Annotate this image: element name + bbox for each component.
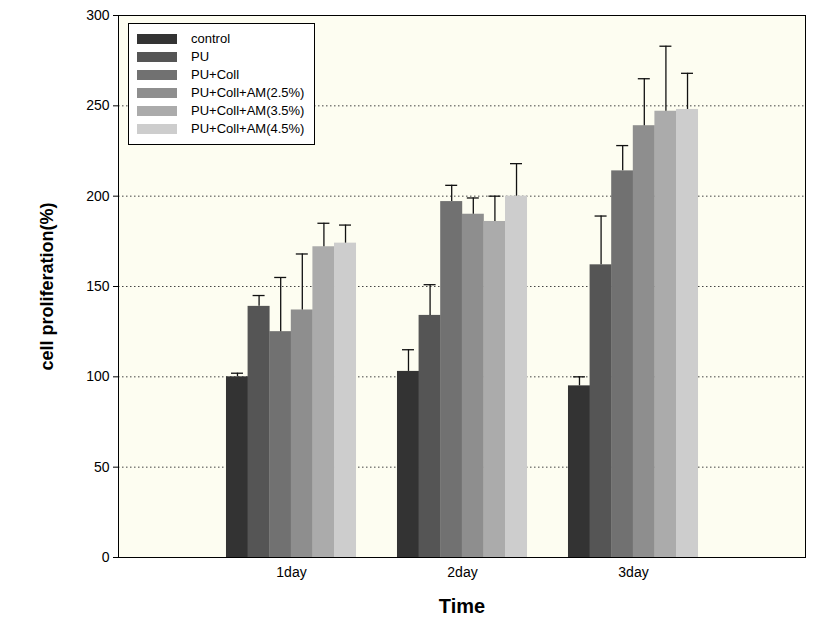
svg-text:cell proliferation(%): cell proliferation(%) <box>37 202 57 370</box>
svg-text:2day: 2day <box>447 564 477 580</box>
svg-text:200: 200 <box>86 188 110 204</box>
html-text:PU+Coll+AM(4.5%): PU+Coll+AM(4.5%) <box>191 121 305 136</box>
svg-text:1day: 1day <box>276 564 306 580</box>
svg-text:150: 150 <box>86 278 110 294</box>
html-text:PU+Coll+AM(2.5%): PU+Coll+AM(2.5%) <box>191 85 305 100</box>
svg-text:50: 50 <box>94 459 110 475</box>
svg-text:250: 250 <box>86 97 110 113</box>
html-text:PU+Coll: PU+Coll <box>191 67 239 82</box>
svg-text:0: 0 <box>102 549 110 565</box>
html-text:PU: PU <box>191 49 210 64</box>
svg-text:3day: 3day <box>618 564 648 580</box>
svg-text:300: 300 <box>86 7 110 23</box>
html-text:control: control <box>191 31 230 46</box>
html-text:PU+Coll+AM(3.5%): PU+Coll+AM(3.5%) <box>191 103 305 118</box>
svg-text:100: 100 <box>86 368 110 384</box>
svg-text:Time: Time <box>439 595 485 617</box>
